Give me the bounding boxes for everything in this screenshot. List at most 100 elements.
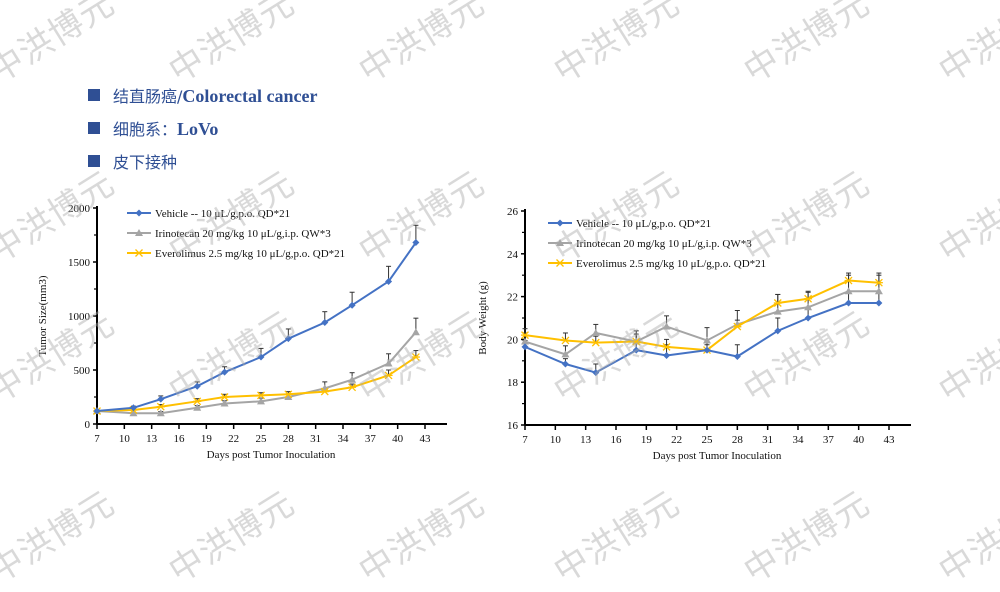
y-tick-label: 26: [507, 206, 519, 218]
data-point-marker: [662, 342, 671, 351]
data-point-marker: [521, 343, 529, 351]
data-point-marker: [733, 353, 741, 361]
y-tick-label: 1500: [68, 257, 91, 269]
data-point-marker: [257, 397, 265, 405]
data-point-marker: [221, 368, 229, 376]
data-point-marker: [220, 393, 229, 401]
bullet-square-icon: [88, 154, 100, 167]
bullet-list: 结直肠癌/Colorectal cancer 细胞系：LoVo 皮下接种: [88, 78, 318, 177]
legend-label: Vehicle -- 10 μL/g,p.o. QD*21: [576, 218, 711, 230]
x-tick-label: 40: [392, 433, 404, 445]
data-point-marker: [592, 369, 600, 377]
x-tick-label: 40: [853, 434, 865, 446]
data-point-marker: [384, 359, 393, 367]
data-point-marker: [135, 229, 143, 236]
data-point-marker: [257, 353, 265, 361]
bullet-square-icon: [88, 121, 100, 134]
data-point-marker: [320, 387, 329, 396]
data-point-marker: [411, 353, 420, 361]
y-tick-label: 18: [507, 377, 519, 389]
bullet-text-cn: 结直肠癌/: [113, 86, 183, 106]
data-point-marker: [521, 331, 529, 340]
data-point-marker: [384, 371, 393, 380]
y-tick-label: 22: [507, 292, 518, 304]
data-point-marker: [93, 407, 101, 415]
x-tick-label: 10: [119, 433, 131, 445]
y-tick-label: 16: [507, 420, 519, 432]
data-point-marker: [321, 318, 329, 326]
x-axis-title: Days post Tumor Inoculation: [207, 449, 336, 461]
data-point-marker: [411, 328, 420, 336]
data-point-marker: [632, 337, 641, 346]
data-point-marker: [874, 287, 883, 295]
bullet-text-cn: 皮下接种: [113, 152, 178, 172]
x-tick-label: 34: [793, 434, 805, 446]
y-axis-title: Body Weight (g): [477, 281, 489, 355]
legend-label: Irinotecan 20 mg/kg 10 μL/g,i.p. QW*3: [155, 228, 331, 240]
data-point-marker: [703, 336, 711, 344]
bullet-text-en: Colorectal cancer: [182, 85, 318, 106]
data-point-marker: [804, 303, 813, 311]
data-point-marker: [774, 327, 782, 335]
data-point-marker: [844, 287, 853, 295]
x-tick-label: 19: [201, 433, 213, 445]
y-tick-label: 20: [507, 334, 519, 346]
data-point-marker: [844, 276, 853, 285]
data-point-marker: [257, 391, 265, 400]
data-point-marker: [193, 382, 201, 390]
legend-label: Everolimus 2.5 mg/kg 10 μL/g,p.o. QD*21: [576, 258, 766, 270]
data-point-marker: [129, 404, 137, 412]
data-point-marker: [561, 336, 570, 345]
y-tick-label: 500: [74, 365, 91, 377]
data-point-marker: [773, 299, 782, 307]
x-tick-label: 37: [823, 434, 835, 446]
data-point-marker: [135, 249, 143, 257]
data-point-marker: [591, 328, 600, 336]
x-tick-label: 7: [522, 434, 528, 446]
data-point-marker: [556, 219, 564, 227]
data-point-marker: [874, 278, 883, 287]
x-tick-label: 28: [283, 433, 295, 445]
x-tick-label: 16: [174, 433, 186, 445]
data-point-marker: [561, 360, 569, 368]
x-tick-label: 25: [256, 433, 268, 445]
data-point-marker: [348, 301, 356, 309]
x-tick-label: 28: [732, 434, 744, 446]
data-point-marker: [284, 393, 293, 400]
data-point-marker: [845, 299, 853, 307]
x-tick-label: 31: [310, 433, 321, 445]
bullet-square-icon: [88, 88, 100, 101]
y-tick-label: 2000: [68, 203, 91, 215]
data-point-marker: [348, 375, 357, 383]
x-tick-label: 22: [228, 433, 239, 445]
data-point-marker: [663, 351, 671, 359]
data-point-marker: [129, 409, 138, 417]
x-tick-label: 31: [762, 434, 773, 446]
series-line-irinotecan: [524, 290, 879, 356]
bullet-item-cell-line: 细胞系：LoVo: [88, 111, 318, 144]
y-tick-label: 1000: [68, 311, 91, 323]
y-axis-title: Tumor Size(mm3): [37, 275, 49, 357]
x-tick-label: 7: [94, 433, 100, 445]
x-tick-label: 16: [611, 434, 623, 446]
x-tick-label: 13: [146, 433, 158, 445]
x-tick-label: 22: [671, 434, 682, 446]
data-point-marker: [156, 409, 165, 417]
x-tick-label: 43: [420, 433, 432, 445]
data-point-marker: [193, 403, 202, 411]
x-tick-label: 10: [550, 434, 562, 446]
data-point-marker: [773, 307, 782, 315]
data-point-marker: [284, 335, 292, 343]
data-point-marker: [521, 337, 529, 345]
legend-label: Irinotecan 20 mg/kg 10 μL/g,i.p. QW*3: [576, 238, 752, 250]
data-point-marker: [703, 346, 711, 354]
x-tick-label: 37: [365, 433, 377, 445]
bullet-item-inoculation: 皮下接种: [88, 144, 318, 177]
data-point-marker: [385, 277, 393, 285]
data-point-marker: [632, 346, 640, 354]
data-point-marker: [193, 397, 202, 406]
data-point-marker: [284, 390, 293, 399]
data-point-marker: [348, 383, 357, 392]
data-point-marker: [804, 294, 813, 303]
data-point-marker: [157, 395, 165, 403]
